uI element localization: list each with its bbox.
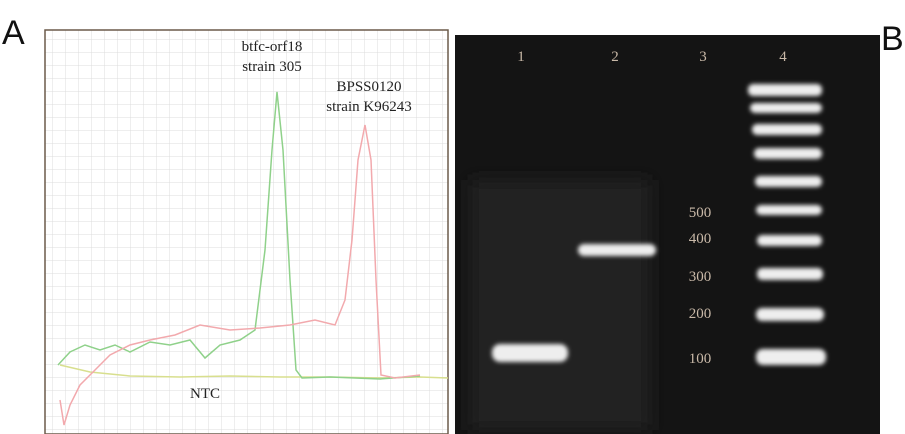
ladder-band	[757, 268, 823, 280]
ladder-band	[756, 349, 826, 365]
annotation: strain K96243	[326, 99, 411, 115]
ladder-band	[754, 148, 822, 159]
green-curve	[57, 91, 421, 380]
band	[492, 344, 568, 362]
ladder-band	[757, 235, 822, 246]
red-curve	[59, 124, 421, 426]
ladder-band	[750, 103, 822, 113]
bands	[492, 84, 826, 365]
panel-label: B	[881, 20, 904, 58]
annotation: btfc-orf18	[242, 39, 303, 55]
panel-label: A	[2, 14, 25, 52]
ladder-label: 100	[689, 351, 712, 367]
ladder-band	[756, 205, 822, 215]
lane-label: 3	[699, 49, 707, 65]
ladder-label: 300	[689, 269, 712, 285]
ladder-band	[752, 124, 822, 135]
lane-label: 1	[517, 49, 525, 65]
annotation: NTC	[190, 386, 220, 402]
lane-label: 4	[779, 49, 787, 65]
ladder-band	[756, 308, 824, 321]
annotation: strain 305	[242, 59, 302, 75]
band	[578, 244, 656, 256]
gel-panel: 1 2 3 4 500 400 300 200 100	[455, 35, 880, 434]
ladder-label: 500	[689, 205, 712, 221]
ladder-label: 200	[689, 306, 712, 322]
ladder-band	[755, 176, 822, 187]
gel-glow	[470, 180, 650, 430]
ladder-label: 400	[689, 231, 712, 247]
annotation: BPSS0120	[336, 79, 401, 95]
lane-label: 2	[611, 49, 619, 65]
ladder-band	[748, 84, 822, 96]
melt-curve-panel: btfc-orf18 strain 305 BPSS0120 strain K9…	[44, 29, 449, 434]
